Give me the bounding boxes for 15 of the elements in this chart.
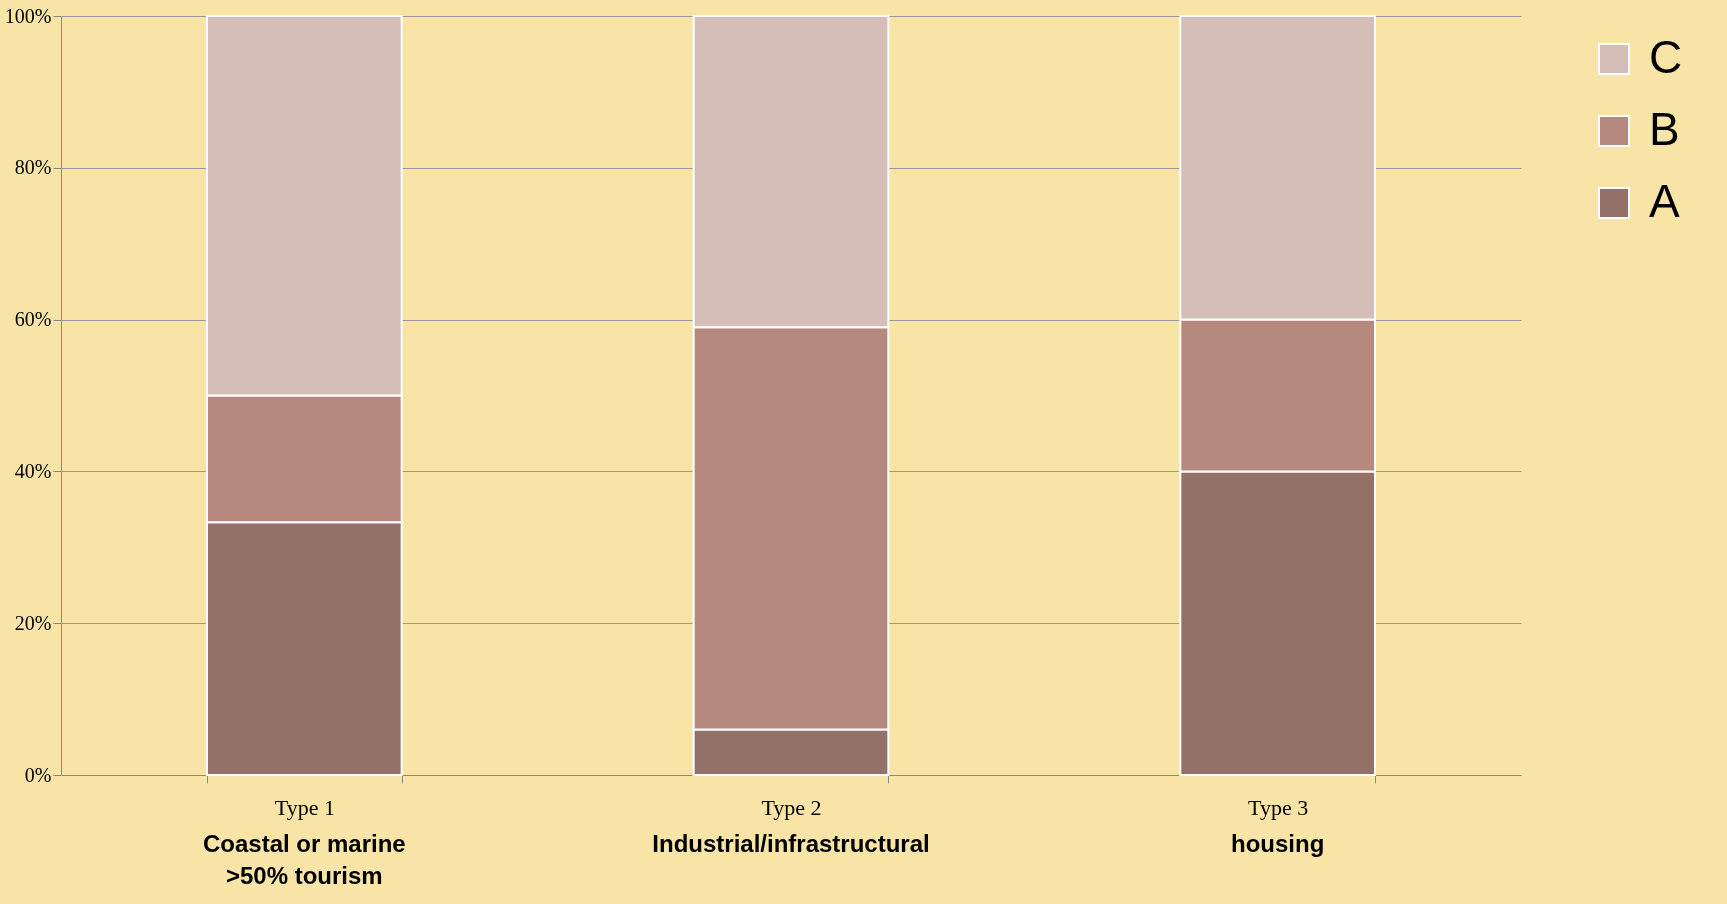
- x-tick-label: Type 2: [761, 794, 822, 820]
- x-tick-label: Type 1: [274, 794, 335, 820]
- legend-label: B: [1649, 103, 1680, 155]
- x-tick-label: Type 3: [1248, 794, 1309, 820]
- y-tick-label: 60%: [14, 308, 52, 331]
- y-tick-label: 100%: [4, 4, 52, 27]
- y-tick-label: 80%: [14, 156, 52, 179]
- text: housing: [1231, 830, 1325, 857]
- legend-label: C: [1649, 31, 1683, 83]
- y-tick-label: 20%: [14, 611, 52, 634]
- y-tick-label: 40%: [14, 459, 52, 482]
- legend-label: A: [1649, 175, 1680, 227]
- text: Industrial/infrastructural: [652, 830, 930, 857]
- y-tick-label: 0%: [24, 763, 52, 786]
- text: Coastal or marine >50% tourism: [202, 830, 406, 889]
